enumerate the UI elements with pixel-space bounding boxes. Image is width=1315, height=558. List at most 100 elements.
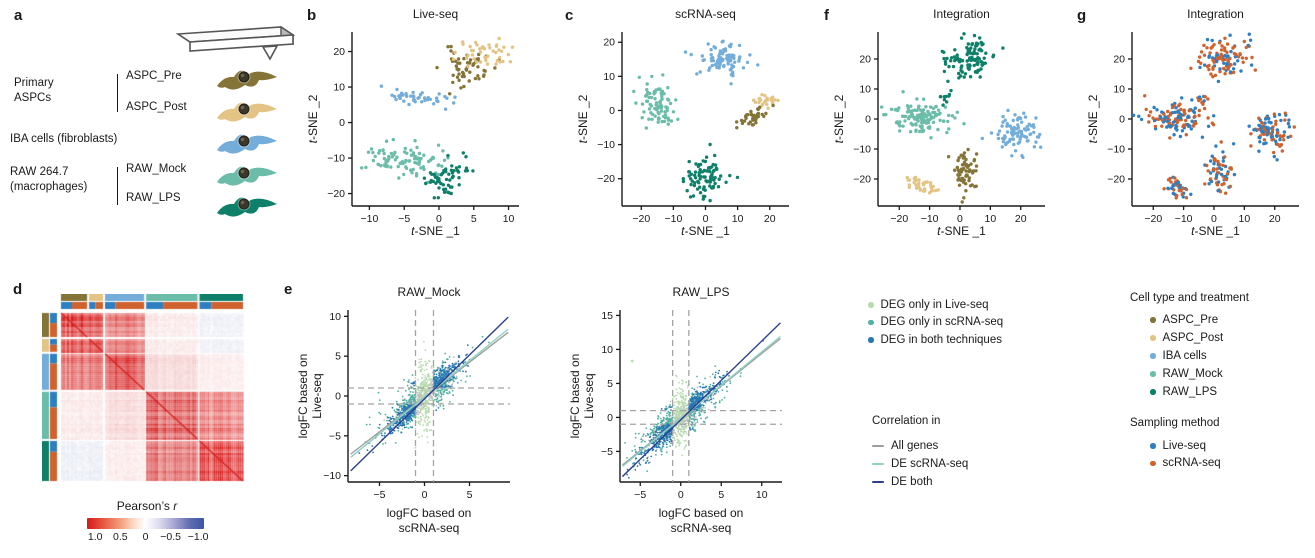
- legend-item-de-scrna: DE scRNA-seq: [872, 455, 968, 473]
- iba-cells-label: IBA cells (fibroblasts): [10, 133, 118, 145]
- panel-label-c: c: [565, 7, 574, 24]
- afm-cantilever-icon: [175, 25, 296, 61]
- panel-c-scrna-seq: scRNA-seq −20 −10 0 10 20 −20 −10 0 10 20 t-SNE _…: [567, 6, 797, 258]
- legend-item-deg-scrna: DEG only in scRNA-seq: [868, 314, 1003, 332]
- legend-item-raw-mock: RAW_Mock: [1150, 365, 1249, 383]
- logfc-plot-raw-mock: −5 0 5 −10 −5 0 5 10: [323, 310, 510, 501]
- svg-text:5: 5: [471, 213, 477, 225]
- svg-text:5: 5: [335, 351, 341, 363]
- svg-text:10: 10: [859, 84, 871, 96]
- svg-text:−10: −10: [1107, 144, 1125, 156]
- svg-text:−5: −5: [374, 489, 386, 501]
- logfc-plot-raw-lps: −5 0 5 10 −5 0 5 10 15: [601, 310, 782, 501]
- svg-text:−10: −10: [323, 470, 341, 482]
- panel-b-ylabel: t-SNE _2: [306, 94, 320, 144]
- svg-text:10: 10: [603, 71, 615, 83]
- panel-e2-title: RAW_LPS: [672, 285, 730, 299]
- svg-text:20: 20: [1015, 213, 1027, 225]
- panel-f-xlabel: t-SNE _1: [937, 224, 986, 238]
- svg-text:0: 0: [1119, 114, 1125, 126]
- legend-item-all-genes: All genes: [872, 437, 968, 455]
- svg-text:5: 5: [467, 489, 473, 501]
- cell-type-legend: Cell type and treatment ASPC_Pre ASPC_Po…: [1130, 292, 1249, 401]
- raw-lps-label: RAW_LPS: [126, 192, 181, 204]
- svg-text:0: 0: [957, 213, 963, 225]
- svg-text:0: 0: [607, 412, 613, 424]
- svg-text:−20: −20: [1107, 174, 1125, 186]
- all-genes-line-icon: [872, 444, 884, 448]
- aspc-pre-label: ASPC_Pre: [126, 70, 182, 82]
- svg-text:10: 10: [732, 213, 744, 225]
- panel-b-xlabel: t-SNE _1: [411, 224, 460, 238]
- svg-text:−10: −10: [327, 153, 345, 165]
- svg-text:15: 15: [601, 310, 613, 322]
- panel-b-title: Live-seq: [412, 7, 459, 21]
- legend-item-live-seq: Live-seq: [1150, 437, 1221, 455]
- deg-legend: DEG only in Live-seq DEG only in scRNA-s…: [868, 296, 1003, 349]
- panel-e2-xlabel: logFC based on scRNA-seq: [658, 506, 744, 535]
- svg-text:20: 20: [1269, 213, 1281, 225]
- svg-text:−10: −10: [664, 213, 682, 225]
- svg-text:10: 10: [1239, 213, 1251, 225]
- panel-label-b: b: [307, 7, 317, 24]
- svg-text:0: 0: [422, 489, 428, 501]
- svg-text:0: 0: [339, 117, 345, 129]
- legend-item-aspc-post: ASPC_Post: [1150, 329, 1249, 347]
- scrna-seq-dot-icon: [1150, 460, 1156, 466]
- svg-text:0: 0: [678, 489, 684, 501]
- svg-text:−10: −10: [597, 139, 615, 151]
- svg-text:−20: −20: [632, 213, 650, 225]
- panel-label-a: a: [14, 7, 23, 24]
- svg-text:−5: −5: [329, 430, 341, 442]
- panel-f-integration: Integration −20 −10 0 10 20 −20 −10 0 10 20 t-SNE…: [823, 6, 1053, 258]
- iba-cells-dot-icon: [1150, 353, 1156, 359]
- svg-text:10: 10: [601, 344, 613, 356]
- aspc-pre-cell-icon: [217, 70, 277, 90]
- bracket-raw: [117, 167, 118, 205]
- cell-type-legend-title: Cell type and treatment: [1130, 292, 1249, 304]
- svg-text:−5: −5: [398, 213, 410, 225]
- live-seq-dot-icon: [1150, 443, 1156, 449]
- colorbar-title: Pearson’s r: [116, 499, 178, 513]
- panel-f-title: Integration: [933, 7, 990, 21]
- legend-item-raw-lps: RAW_LPS: [1150, 383, 1249, 401]
- svg-text:0: 0: [335, 391, 341, 403]
- correlation-heatmap: [42, 294, 244, 482]
- panel-label-e: e: [284, 281, 293, 298]
- raw-lps-cell-icon: [217, 197, 277, 217]
- panel-g-integration: Integration −20 −10 0 10 20 −20 −10 0 10 20 t-SNE…: [1077, 6, 1307, 258]
- panel-a-schematic: Primary ASPCs ASPC_Pre ASPC_Post IBA cel…: [0, 0, 300, 240]
- raw-mock-cell-icon: [217, 166, 277, 186]
- iba-cell-icon: [217, 134, 277, 154]
- panel-e1-ylabel: logFC based on Live-seq: [296, 353, 324, 439]
- panel-d-heatmap: Pearson’s r 1.0 0.5 0 −0.5 −1.0: [0, 280, 280, 558]
- panel-e-raw-lps: RAW_LPS −5 0 5 10 −5 0 5 10 15 logFC based on sc…: [560, 286, 800, 556]
- svg-text:5: 5: [718, 489, 724, 501]
- deg-scrna-dot-icon: [868, 319, 874, 325]
- panel-c-title: scRNA-seq: [675, 7, 736, 21]
- panel-b-live-seq: Live-seq −10 −5 0 5 10 −20 −10 0 10 20 t-SNE _1 t…: [297, 6, 527, 258]
- tsne-plot-scrna-seq: −20 −10 0 10 20 −20 −10 0 10 20: [597, 32, 789, 225]
- tsne-plot-live-seq: −10 −5 0 5 10 −20 −10 0 10 20: [327, 32, 519, 225]
- correlation-legend: Correlation in All genes DE scRNA-seq DE…: [872, 415, 968, 491]
- de-both-line-icon: [872, 480, 884, 484]
- legend-item-de-both: DE both: [872, 473, 968, 491]
- panel-c-xlabel: t-SNE _1: [681, 224, 730, 238]
- svg-text:−20: −20: [327, 188, 345, 200]
- svg-text:−20: −20: [597, 173, 615, 185]
- svg-text:10: 10: [756, 489, 768, 501]
- svg-text:0: 0: [865, 114, 871, 126]
- svg-text:10: 10: [985, 213, 997, 225]
- panel-g-xlabel: t-SNE _1: [1191, 224, 1240, 238]
- raw-264-label: RAW 264.7 (macrophages): [10, 166, 88, 193]
- pearson-colorbar: [87, 518, 204, 529]
- svg-text:10: 10: [333, 82, 345, 94]
- sampling-method-legend: Sampling method Live-seq scRNA-seq: [1130, 417, 1221, 472]
- svg-text:0: 0: [609, 105, 615, 117]
- panel-c-ylabel: t-SNE _2: [576, 94, 590, 144]
- panel-e-raw-mock: RAW_Mock −5 0 5 −10 −5 0 5 10 logFC based on sc…: [288, 286, 528, 556]
- deg-live-dot-icon: [868, 302, 874, 308]
- svg-text:0: 0: [1211, 213, 1217, 225]
- svg-text:5: 5: [607, 378, 613, 390]
